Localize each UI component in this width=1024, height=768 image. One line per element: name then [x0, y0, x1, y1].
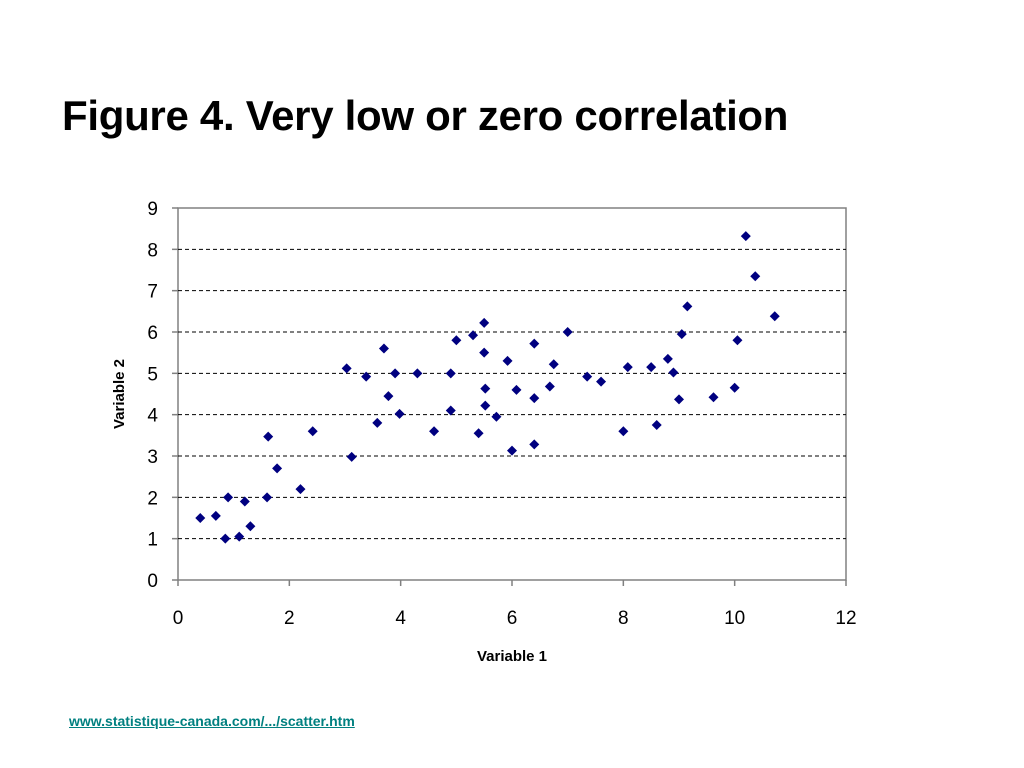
data-point: [473, 428, 484, 439]
data-point: [480, 383, 491, 394]
data-point: [195, 513, 206, 523]
data-point: [618, 426, 629, 437]
x-axis-title: Variable 1: [477, 648, 547, 665]
data-point: [341, 363, 352, 374]
data-point: [412, 368, 423, 379]
data-point: [272, 463, 283, 474]
data-point: [220, 533, 231, 544]
data-point: [596, 376, 607, 387]
data-point: [390, 368, 401, 379]
data-point: [445, 405, 456, 416]
data-point: [668, 367, 679, 378]
y-tick-label: 0: [147, 571, 158, 592]
data-point: [682, 301, 693, 312]
data-point: [239, 496, 250, 507]
data-point: [750, 271, 761, 282]
plot-frame: [177, 207, 847, 581]
data-point: [210, 510, 221, 521]
x-tick-label: 12: [835, 608, 856, 629]
y-tick-label: 2: [147, 488, 158, 509]
x-tick-label: 4: [395, 608, 406, 629]
data-point: [491, 411, 502, 422]
data-point: [479, 317, 490, 328]
data-point: [529, 338, 540, 349]
data-point: [529, 439, 540, 450]
data-point: [263, 431, 274, 442]
data-point: [732, 335, 743, 346]
y-tick-label: 5: [147, 364, 158, 385]
data-point: [646, 362, 657, 373]
data-point: [346, 451, 357, 462]
data-point: [394, 408, 405, 419]
data-point: [295, 484, 306, 495]
x-tick-label: 0: [173, 608, 184, 629]
data-point: [769, 311, 780, 322]
data-point: [468, 330, 479, 341]
data-point: [262, 492, 273, 503]
data-point: [479, 347, 490, 358]
data-point: [676, 329, 687, 340]
y-tick-label: 7: [147, 282, 158, 303]
y-tick-label: 8: [147, 240, 158, 261]
y-tick-label: 4: [147, 406, 158, 427]
y-tick-label: 9: [147, 199, 158, 220]
data-point: [223, 492, 234, 503]
data-point: [307, 426, 318, 437]
data-point: [361, 371, 372, 382]
source-link[interactable]: www.statistique-canada.com/.../scatter.h…: [69, 713, 355, 729]
data-point: [544, 381, 555, 392]
data-point: [740, 231, 751, 242]
y-axis-title: Variable 2: [111, 359, 128, 429]
y-tick-label: 6: [147, 323, 158, 344]
data-point: [372, 417, 383, 428]
data-point: [622, 362, 633, 373]
x-axis: 0 2 4 6 8 10 12: [173, 580, 857, 629]
data-point: [529, 393, 540, 404]
y-tick-label: 3: [147, 447, 158, 468]
data-point: [502, 355, 513, 366]
data-point: [234, 531, 245, 542]
x-tick-label: 8: [618, 608, 629, 629]
data-point: [507, 445, 517, 456]
data-point: [245, 521, 256, 532]
y-tick-label: 1: [147, 530, 158, 551]
data-point: [548, 359, 559, 370]
data-point: [429, 426, 440, 437]
data-point: [562, 327, 573, 337]
x-tick-label: 10: [724, 608, 745, 629]
data-points: [195, 231, 780, 544]
data-point: [708, 392, 719, 403]
plot-area: [177, 207, 847, 581]
slide-title: Figure 4. Very low or zero correlation: [62, 92, 789, 139]
x-tick-label: 2: [284, 608, 295, 629]
data-point: [451, 335, 462, 346]
data-point: [729, 382, 740, 393]
data-point: [582, 371, 593, 382]
data-point: [674, 394, 684, 405]
data-point: [383, 391, 394, 402]
gridlines: [178, 248, 846, 540]
y-axis: 0 1 2 3 4 5 6 7 8 9: [147, 199, 178, 592]
data-point: [511, 384, 522, 395]
data-point: [445, 368, 456, 379]
data-point: [662, 353, 673, 364]
data-point: [651, 420, 662, 430]
data-point: [378, 343, 389, 354]
x-tick-label: 6: [507, 608, 518, 629]
data-point: [480, 400, 491, 411]
